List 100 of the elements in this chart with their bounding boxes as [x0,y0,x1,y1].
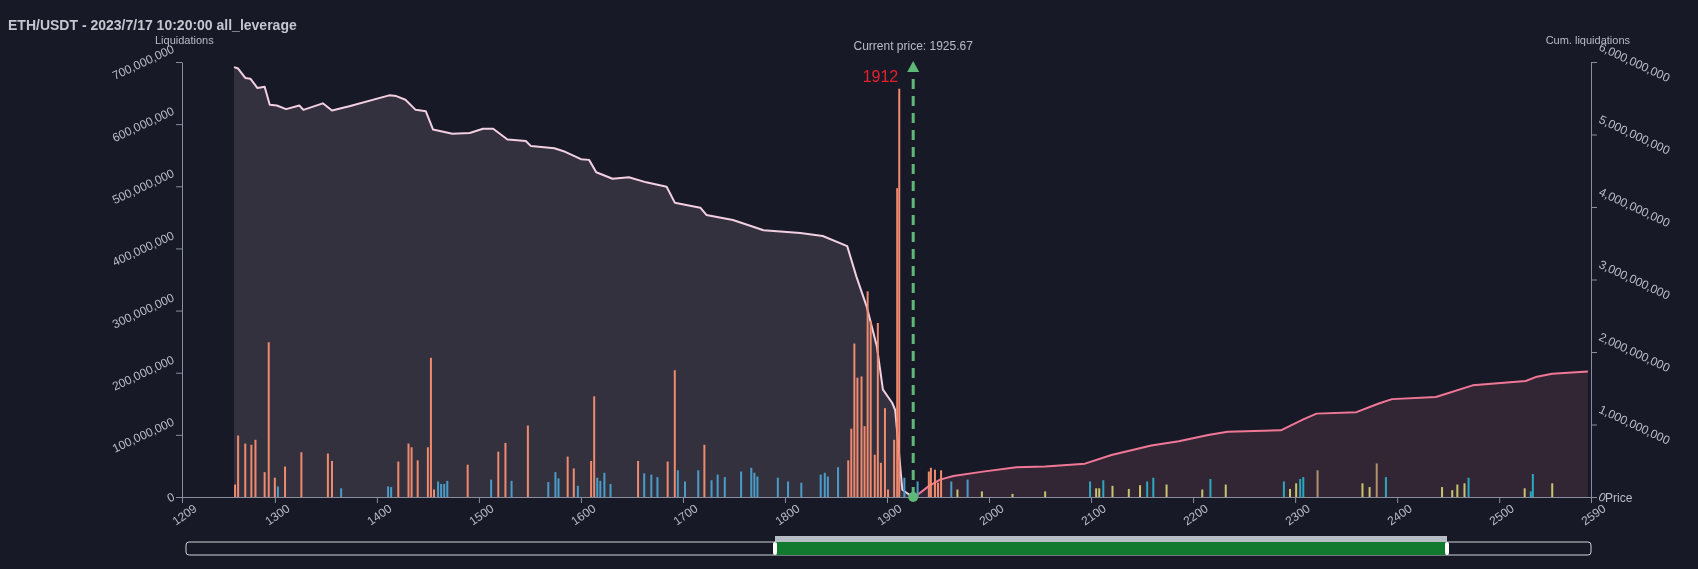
x-tick-label: 1500 [466,501,497,529]
bar [1111,485,1114,497]
bar [716,474,719,497]
bar [643,473,646,497]
x-tick-label: 1800 [772,501,803,529]
bar [1044,491,1047,497]
x-tick-label: 1400 [364,501,395,529]
bar [1102,480,1105,497]
bar [1089,481,1092,497]
bar [1441,487,1444,497]
bar [1368,487,1371,497]
bar [1467,477,1470,497]
bar [927,471,930,497]
bar [1282,481,1285,497]
bar [866,291,869,497]
bar [267,342,270,497]
bar [1451,490,1454,497]
x-tick-label: 1600 [568,501,599,529]
bar [956,489,959,497]
bar [273,477,276,497]
bar [826,476,829,497]
x-axis-title: Price [1605,491,1633,505]
chart-title: ETH/USDT - 2023/7/17 10:20:00 all_leverage [8,17,297,33]
bar [684,481,686,497]
bar [776,477,779,497]
bar [903,477,906,497]
bar [603,472,606,497]
bar [966,479,969,497]
bar [566,456,569,497]
bar [1165,484,1168,497]
bar [340,488,343,497]
x-tick-label: 1700 [670,501,701,529]
bar [1551,483,1554,497]
bar [1361,483,1364,497]
bar [750,467,753,497]
bar [1201,489,1204,497]
bar [1289,488,1292,497]
bar [756,476,759,497]
bar [387,486,390,497]
bar [950,481,953,497]
bar [898,88,901,497]
bar [1299,478,1302,497]
bar [656,477,659,497]
bar [703,444,706,497]
bar [710,480,713,497]
bar [1523,488,1526,497]
bar [1224,484,1227,497]
bar [673,370,676,497]
bar [300,452,303,497]
bar [929,467,932,497]
bar [276,486,279,497]
bar [237,435,240,497]
bar [1463,483,1466,497]
bar [446,480,449,497]
bar [397,461,400,497]
bar [1095,488,1098,497]
bar [650,474,653,497]
bar [440,483,443,497]
bar [593,396,596,497]
bar [1375,463,1378,497]
x-tick-label: 1900 [874,501,905,529]
bar [837,467,840,497]
bar [697,470,700,497]
bar [429,357,432,497]
bar [437,481,440,497]
bar [1209,478,1212,497]
bar [466,464,469,497]
bar [1152,477,1155,497]
bar [390,487,393,497]
bar [933,469,936,497]
bar [876,323,879,497]
bar [1384,477,1387,497]
bar [1295,483,1298,497]
bar [596,477,599,497]
bar [666,461,669,497]
bar [504,442,507,497]
bar [753,472,756,497]
annotation: 1912 [862,67,899,85]
bar [609,483,612,497]
bar [250,444,253,497]
bar [883,408,886,497]
bar [1531,474,1534,497]
bar [576,485,579,497]
bar [787,481,790,497]
bar [497,451,500,497]
x-tick-label: 1300 [262,501,293,529]
bar [1127,488,1130,497]
bar [723,477,726,497]
bar [416,460,419,497]
bar [284,466,287,497]
bar [244,443,247,497]
bar [1456,484,1459,497]
bar [819,474,822,497]
bar [554,472,557,497]
ref-line-label: Current price: 1925.67 [853,39,974,53]
bar [1011,493,1014,497]
bar [572,468,575,497]
bar [1316,470,1319,497]
bar [547,482,550,497]
bar [410,447,413,497]
